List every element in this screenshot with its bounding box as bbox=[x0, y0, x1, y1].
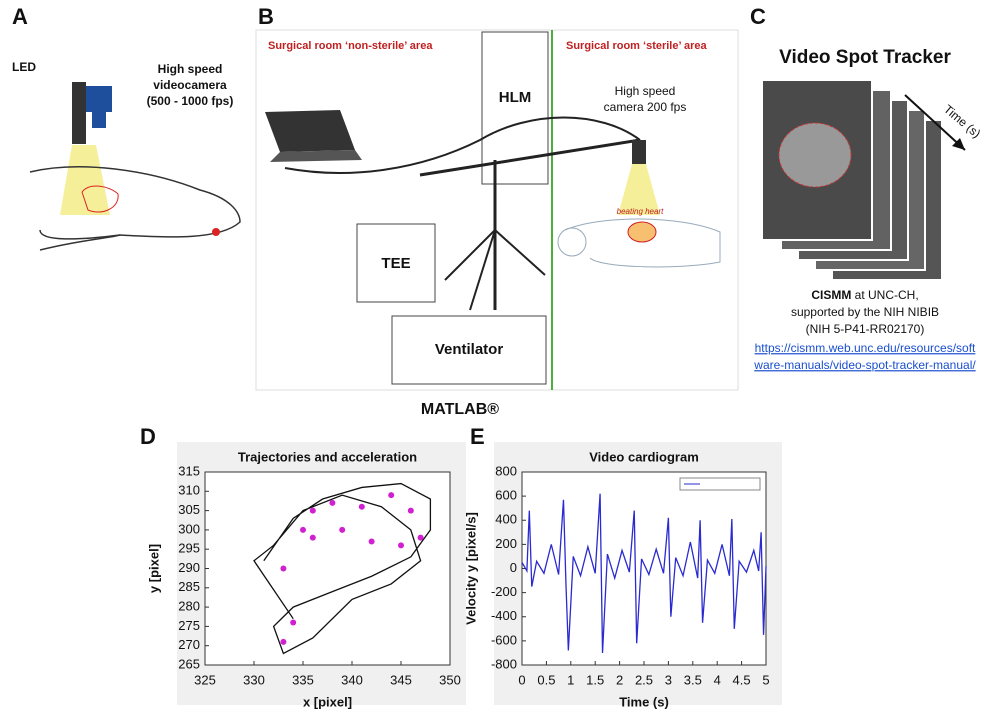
camera bbox=[86, 86, 112, 112]
y-tick-label: -200 bbox=[491, 584, 517, 599]
y-tick-label: 270 bbox=[178, 637, 200, 652]
ventilator-label: Ventilator bbox=[435, 341, 504, 358]
panel-label: B bbox=[258, 4, 274, 29]
led bbox=[72, 82, 86, 144]
area-label: Surgical room ‘sterile’ area bbox=[566, 40, 708, 52]
panel-b: B Surgical room ‘non-sterile’ area Surgi… bbox=[256, 4, 738, 390]
y-axis-label: Velocity y [pixel/s] bbox=[463, 512, 478, 625]
camera-label: (500 - 1000 fps) bbox=[147, 94, 234, 108]
caption-bold: CISMM bbox=[811, 288, 851, 302]
led-label: LED bbox=[12, 60, 36, 74]
y-tick-label: 200 bbox=[495, 536, 517, 551]
point bbox=[359, 504, 365, 510]
point bbox=[329, 500, 335, 506]
point bbox=[300, 527, 306, 533]
point bbox=[280, 639, 286, 645]
tee-label: TEE bbox=[381, 255, 410, 272]
y-tick-label: 295 bbox=[178, 541, 200, 556]
panel-label: A bbox=[12, 4, 28, 29]
y-tick-label: 310 bbox=[178, 483, 200, 498]
eye bbox=[212, 228, 220, 236]
tripod-leg bbox=[495, 230, 545, 275]
software-label: MATLAB® bbox=[421, 401, 499, 418]
rat-outline bbox=[30, 167, 240, 239]
light-beam bbox=[60, 145, 110, 215]
heart-image bbox=[779, 123, 851, 187]
camera-label: High speed bbox=[615, 84, 676, 98]
panel-label: D bbox=[140, 424, 156, 449]
x-tick-label: 2 bbox=[616, 672, 623, 687]
area-label: Surgical room ‘non-sterile’ area bbox=[268, 40, 433, 52]
y-tick-label: -400 bbox=[491, 608, 517, 623]
x-axis-label: Time (s) bbox=[619, 694, 669, 709]
x-tick-label: 3.5 bbox=[684, 672, 702, 687]
x-tick-label: 5 bbox=[762, 672, 769, 687]
point bbox=[339, 527, 345, 533]
x-tick-label: 350 bbox=[439, 672, 461, 687]
y-tick-label: 285 bbox=[178, 579, 200, 594]
point bbox=[280, 566, 286, 572]
point bbox=[418, 535, 424, 541]
chart-title: Video cardiogram bbox=[589, 449, 699, 464]
panel-a: A LED High speed videocamera (500 - 1000… bbox=[12, 4, 240, 250]
y-tick-label: 300 bbox=[178, 521, 200, 536]
x-tick-label: 0.5 bbox=[537, 672, 555, 687]
y-tick-label: 290 bbox=[178, 560, 200, 575]
y-tick-label: -600 bbox=[491, 632, 517, 647]
point bbox=[388, 492, 394, 498]
point bbox=[398, 542, 404, 548]
caption: (NIH 5-P41-RR02170) bbox=[806, 322, 925, 336]
y-tick-label: 800 bbox=[495, 463, 517, 478]
camera-label: High speed bbox=[158, 62, 223, 76]
panel-c: C Video Spot Tracker Time (s) CISMM at U… bbox=[750, 4, 983, 372]
camera-label: camera 200 fps bbox=[604, 100, 687, 114]
x-tick-label: 0 bbox=[518, 672, 525, 687]
link[interactable]: https://cismm.web.unc.edu/resources/soft bbox=[755, 341, 976, 355]
chart-title: Trajectories and acceleration bbox=[238, 449, 417, 464]
laptop bbox=[265, 110, 355, 152]
y-tick-label: 265 bbox=[178, 656, 200, 671]
patient-head bbox=[558, 228, 586, 256]
point bbox=[290, 620, 296, 626]
x-tick-label: 2.5 bbox=[635, 672, 653, 687]
panel-label: E bbox=[470, 424, 485, 449]
point bbox=[310, 535, 316, 541]
y-axis-label: y [pixel] bbox=[146, 544, 161, 593]
x-tick-label: 4.5 bbox=[733, 672, 751, 687]
x-tick-label: 4 bbox=[714, 672, 721, 687]
camera bbox=[632, 140, 646, 164]
y-tick-label: -800 bbox=[491, 656, 517, 671]
caption: at UNC-CH, bbox=[851, 288, 918, 302]
x-tick-label: 345 bbox=[390, 672, 412, 687]
x-axis-label: x [pixel] bbox=[303, 694, 352, 709]
link[interactable]: ware-manuals/video-spot-tracker-manual/ bbox=[753, 358, 976, 372]
y-tick-label: 280 bbox=[178, 599, 200, 614]
hlm-label: HLM bbox=[499, 89, 532, 106]
x-tick-label: 330 bbox=[243, 672, 265, 687]
y-tick-label: 275 bbox=[178, 618, 200, 633]
panel-label: C bbox=[750, 4, 766, 29]
point bbox=[310, 508, 316, 514]
caption: supported by the NIH NIBIB bbox=[791, 305, 939, 319]
point bbox=[369, 538, 375, 544]
x-tick-label: 1 bbox=[567, 672, 574, 687]
caption: CISMM at UNC-CH, bbox=[811, 288, 918, 302]
x-tick-label: 325 bbox=[194, 672, 216, 687]
x-tick-label: 340 bbox=[341, 672, 363, 687]
x-tick-label: 335 bbox=[292, 672, 314, 687]
y-tick-label: 315 bbox=[178, 463, 200, 478]
camera-lens bbox=[92, 112, 106, 128]
y-tick-label: 600 bbox=[495, 488, 517, 503]
point bbox=[408, 508, 414, 514]
heart bbox=[628, 222, 656, 242]
heart-label: beating heart bbox=[617, 207, 664, 216]
title: Video Spot Tracker bbox=[779, 47, 951, 68]
x-tick-label: 1.5 bbox=[586, 672, 604, 687]
figure: A LED High speed videocamera (500 - 1000… bbox=[0, 0, 993, 713]
camera-label: videocamera bbox=[153, 78, 227, 92]
y-tick-label: 305 bbox=[178, 502, 200, 517]
y-tick-label: 0 bbox=[510, 560, 517, 575]
y-tick-label: 400 bbox=[495, 512, 517, 527]
x-tick-label: 3 bbox=[665, 672, 672, 687]
